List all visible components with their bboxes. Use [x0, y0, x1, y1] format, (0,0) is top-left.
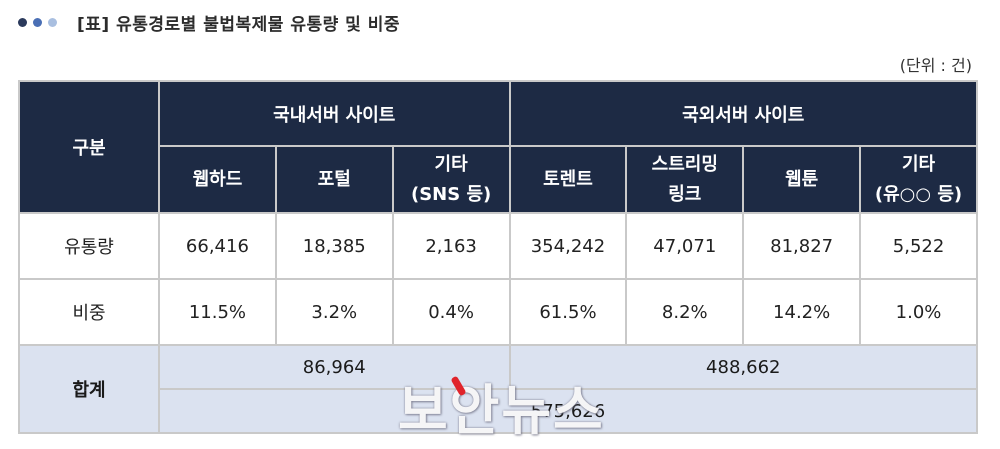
col-header-portal: 포털: [274, 145, 394, 214]
table-cell: 61.5%: [508, 278, 628, 346]
corner-header: 구분: [18, 80, 160, 214]
table-cell: 47,071: [625, 212, 745, 280]
total-row-all: 575,626: [19, 388, 978, 434]
total-row-split: 합계 86,964 488,662: [18, 344, 979, 434]
table-cell: 8.2%: [625, 278, 745, 346]
total-all: 575,626: [158, 388, 978, 434]
col-header-etc-sns: 기타 (SNS 등): [391, 145, 511, 214]
table-cell: 18,385: [274, 212, 394, 280]
bullet-dots: [18, 17, 63, 27]
header-row-groups: 구분 국내서버 사이트 국외서버 사이트: [18, 80, 979, 214]
table-title: [표] 유통경로별 불법복제물 유통량 및 비중: [77, 14, 401, 35]
col-header-webhard: 웹하드: [158, 145, 277, 214]
table-row: 비중 11.5% 3.2% 0.4% 61.5% 8.2% 14.2% 1.0%: [18, 278, 978, 346]
table-row: 유통량 66,416 18,385 2,163 354,242 47,071 8…: [18, 212, 978, 280]
col-header-torrent: 토렌트: [508, 145, 628, 214]
total-label: 합계: [18, 344, 160, 434]
dot-icon-mid: [33, 17, 42, 27]
group-header-domestic: 국내서버 사이트: [158, 80, 511, 147]
group-header-foreign: 국외서버 사이트: [508, 80, 979, 147]
table-cell: 66,416: [158, 212, 277, 280]
table-cell: 0.4%: [391, 278, 511, 346]
dot-icon-light: [48, 17, 57, 27]
distribution-table: 구분 국내서버 사이트 국외서버 사이트 웹하드 포털 기타 (SNS 등) 토렌…: [18, 80, 979, 434]
dot-icon-dark: [18, 17, 27, 27]
table-cell: 2,163: [391, 212, 511, 280]
col-header-streaming-link: 스트리밍 링크: [625, 145, 745, 214]
table-cell: 1.0%: [859, 278, 978, 346]
table-cell: 14.2%: [742, 278, 862, 346]
total-domestic: 86,964: [158, 344, 511, 390]
col-header-webtoon: 웹툰: [742, 145, 862, 214]
table-cell: 3.2%: [274, 278, 394, 346]
unit-label: (단위 : 건): [899, 56, 972, 75]
total-foreign: 488,662: [508, 344, 979, 390]
table-cell: 354,242: [508, 212, 628, 280]
title-row: [표] 유통경로별 불법복제물 유통량 및 비중: [18, 8, 400, 36]
header-row-columns: 웹하드 포털 기타 (SNS 등) 토렌트 스트리밍 링크 웹툰 기타 (유○○ 등): [19, 145, 978, 214]
table-cell: 5,522: [859, 212, 978, 280]
row-label-volume: 유통량: [18, 212, 160, 280]
table-cell: 81,827: [742, 212, 862, 280]
table-cell: 11.5%: [158, 278, 277, 346]
row-label-share: 비중: [18, 278, 160, 346]
col-header-etc-foreign: 기타 (유○○ 등): [859, 145, 978, 214]
